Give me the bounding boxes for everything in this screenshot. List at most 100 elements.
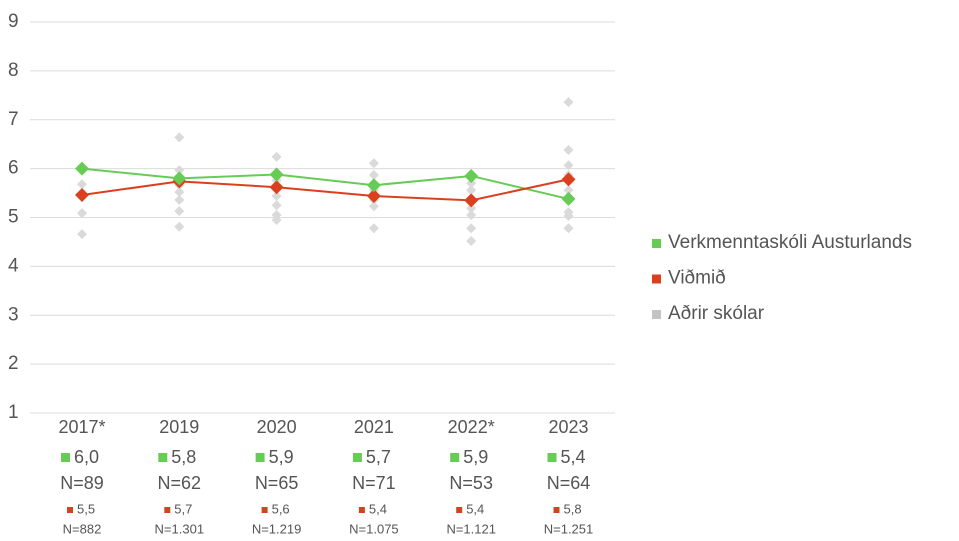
legend-swatch — [547, 453, 557, 462]
series-line — [81, 167, 569, 200]
other-school-point — [174, 194, 185, 205]
other-school-point — [466, 185, 477, 196]
other-school-point — [466, 235, 477, 246]
legend-swatch — [450, 453, 460, 462]
value-label: 5,6 — [272, 501, 290, 516]
other-school-point — [271, 214, 282, 225]
legend-label: Verkmenntaskóli Austurlands — [668, 232, 912, 253]
other-school-point — [466, 203, 477, 214]
other-school-point — [174, 165, 185, 176]
legend-label: Viðmið — [668, 268, 726, 289]
x-tick-label: 2020 — [257, 417, 297, 437]
value-label: 6,0 — [74, 447, 99, 467]
n-label: N=882 — [63, 521, 102, 536]
series-marker — [269, 167, 284, 182]
series-marker — [561, 172, 576, 187]
other-school-point — [563, 160, 574, 171]
legend-swatch — [652, 239, 661, 248]
legend-swatch — [456, 507, 463, 513]
n-label: N=71 — [352, 473, 396, 493]
n-label: N=53 — [449, 473, 493, 493]
x-tick-label: 2023 — [548, 417, 588, 437]
n-label: N=64 — [547, 473, 591, 493]
series-marker — [75, 188, 89, 203]
other-school-point — [563, 185, 574, 196]
series-marker — [464, 193, 479, 208]
other-school-point — [563, 211, 574, 222]
other-school-point — [174, 206, 185, 217]
value-label: 5,8 — [171, 447, 196, 467]
value-label: 5,4 — [466, 501, 484, 516]
series-marker — [464, 168, 479, 183]
y-tick-label: 2 — [8, 353, 19, 374]
value-label: 5,9 — [269, 447, 294, 467]
legend-swatch — [261, 507, 268, 513]
legend-label: Aðrir skólar — [668, 303, 765, 324]
series-marker — [366, 188, 381, 203]
y-tick-label: 9 — [8, 11, 19, 32]
n-label: N=62 — [158, 473, 202, 493]
other-school-point — [368, 223, 379, 234]
legend-swatch — [255, 453, 265, 462]
n-label: N=1.075 — [349, 521, 399, 536]
other-school-point — [368, 201, 379, 212]
series-marker — [269, 180, 284, 195]
legend-swatch — [553, 507, 560, 513]
y-tick-label: 6 — [8, 158, 19, 179]
value-label: 5,8 — [564, 501, 582, 516]
n-label: N=1.219 — [252, 521, 302, 536]
legend-swatch — [652, 274, 661, 284]
other-school-point — [271, 200, 282, 211]
n-label: N=1.301 — [155, 521, 205, 536]
legend-swatch — [61, 453, 70, 462]
x-tick-label: 2019 — [159, 417, 199, 437]
legend-swatch — [164, 507, 171, 513]
value-label: 5,7 — [366, 447, 391, 467]
other-school-point — [368, 169, 379, 180]
other-school-point — [563, 223, 574, 234]
other-school-point — [368, 158, 379, 169]
series-line — [81, 178, 569, 202]
value-label: 5,4 — [561, 447, 586, 467]
y-tick-label: 7 — [8, 109, 19, 130]
other-school-point — [271, 151, 282, 162]
y-tick-label: 5 — [8, 207, 19, 228]
other-school-point — [271, 190, 282, 201]
n-label: N=65 — [255, 473, 299, 493]
legend-swatch — [352, 453, 362, 462]
other-school-point — [466, 210, 477, 221]
y-tick-label: 3 — [8, 304, 19, 325]
x-tick-label: 2021 — [354, 417, 394, 437]
x-tick-label: 2022* — [448, 417, 495, 437]
other-school-point — [563, 145, 574, 156]
n-label: N=1.121 — [446, 521, 496, 536]
series-marker — [366, 178, 381, 193]
other-school-point — [174, 187, 185, 198]
y-tick-label: 4 — [8, 255, 19, 276]
other-school-point — [174, 132, 185, 143]
other-school-point — [174, 221, 185, 232]
y-tick-label: 8 — [8, 60, 19, 81]
other-school-point — [77, 229, 87, 240]
value-label: 5,5 — [77, 501, 95, 516]
other-school-point — [77, 208, 87, 219]
other-school-point — [77, 179, 87, 190]
legend-swatch — [358, 507, 365, 513]
n-label: N=89 — [60, 473, 104, 493]
legend-swatch — [158, 453, 168, 462]
other-school-point — [466, 223, 477, 234]
other-school-point — [466, 178, 477, 189]
value-label: 5,7 — [174, 501, 192, 516]
series-marker — [75, 161, 89, 176]
other-school-point — [563, 97, 574, 108]
series-marker — [172, 171, 187, 186]
y-tick-label: 1 — [8, 402, 19, 423]
value-label: 5,4 — [369, 501, 387, 516]
legend-swatch — [652, 310, 661, 319]
legend-swatch — [67, 507, 73, 513]
series-marker — [561, 191, 576, 206]
value-label: 5,9 — [463, 447, 488, 467]
n-label: N=1.251 — [544, 521, 594, 536]
x-tick-label: 2017* — [58, 417, 105, 437]
